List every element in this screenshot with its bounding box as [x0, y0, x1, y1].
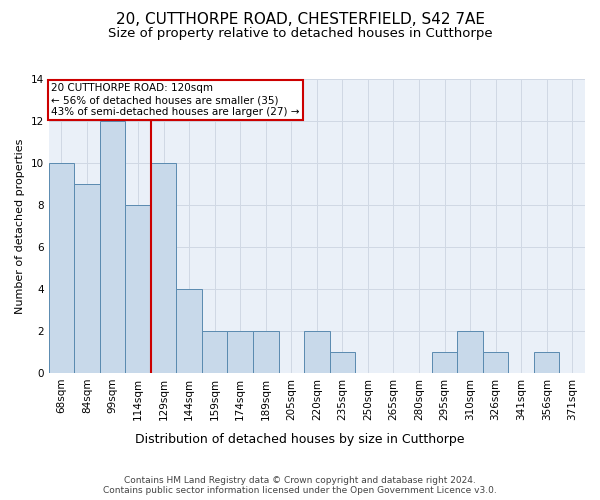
Bar [151, 163, 176, 373]
Bar [49, 163, 74, 373]
Bar [100, 121, 125, 373]
Bar [304, 331, 329, 373]
Y-axis label: Number of detached properties: Number of detached properties [15, 138, 25, 314]
Text: Contains HM Land Registry data © Crown copyright and database right 2024.
Contai: Contains HM Land Registry data © Crown c… [103, 476, 497, 495]
Bar [457, 331, 483, 373]
Bar [483, 352, 508, 373]
Bar [534, 352, 559, 373]
Bar [125, 205, 151, 373]
Bar [432, 352, 457, 373]
Bar [329, 352, 355, 373]
Text: Size of property relative to detached houses in Cutthorpe: Size of property relative to detached ho… [107, 28, 493, 40]
Text: Distribution of detached houses by size in Cutthorpe: Distribution of detached houses by size … [135, 432, 465, 446]
Bar [202, 331, 227, 373]
Bar [253, 331, 278, 373]
Bar [227, 331, 253, 373]
Bar [74, 184, 100, 373]
Text: 20 CUTTHORPE ROAD: 120sqm
← 56% of detached houses are smaller (35)
43% of semi-: 20 CUTTHORPE ROAD: 120sqm ← 56% of detac… [52, 84, 300, 116]
Text: 20, CUTTHORPE ROAD, CHESTERFIELD, S42 7AE: 20, CUTTHORPE ROAD, CHESTERFIELD, S42 7A… [115, 12, 485, 28]
Bar [176, 289, 202, 373]
